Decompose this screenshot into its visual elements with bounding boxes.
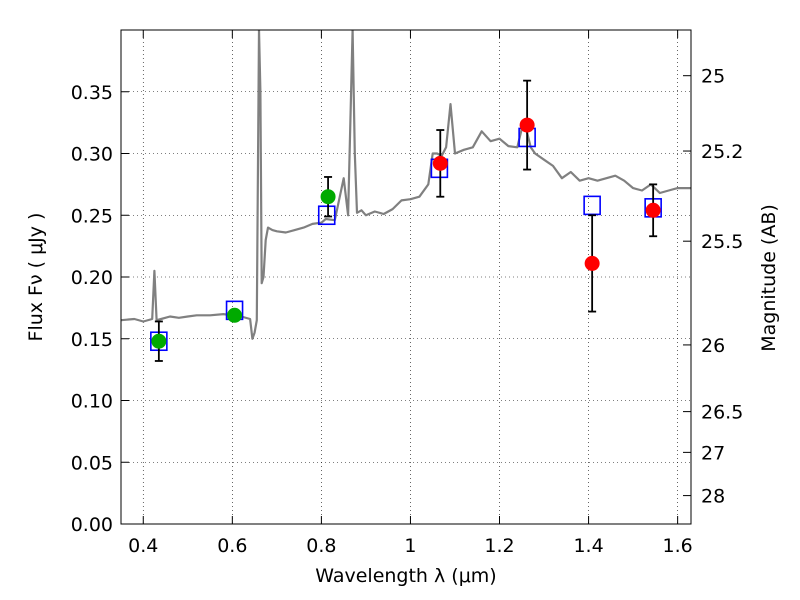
red-observed-point bbox=[584, 255, 600, 271]
y-tick-label: 0.30 bbox=[71, 144, 113, 166]
red-observed-point bbox=[645, 202, 661, 218]
magnitude-axis-label: Magnitude (AB) bbox=[758, 204, 780, 352]
y-tick-label: 0.10 bbox=[71, 391, 113, 413]
x-tick-label: 0.8 bbox=[306, 535, 336, 557]
y-tick-label: 0.20 bbox=[71, 267, 113, 289]
x-tick-label: 0.6 bbox=[217, 535, 247, 557]
x-tick-label: 1.2 bbox=[484, 535, 514, 557]
magnitude-axis-ticks: 25 25.2 25.5 26 26.5 27 28 bbox=[683, 66, 743, 508]
magnitude-tick-label: 25.2 bbox=[701, 141, 743, 163]
y-tick-label: 0.05 bbox=[71, 452, 113, 474]
green-observed-point bbox=[320, 189, 336, 205]
x-tick-label: 1.4 bbox=[573, 535, 603, 557]
green-observed-point bbox=[151, 333, 167, 349]
observed-points bbox=[151, 117, 661, 349]
x-tick-label: 1.6 bbox=[663, 535, 693, 557]
y-tick-label: 0.15 bbox=[71, 329, 113, 351]
x-tick-label: 1 bbox=[404, 535, 416, 557]
y-tick-label: 0.25 bbox=[71, 205, 113, 227]
magnitude-tick-label: 26 bbox=[701, 335, 725, 357]
red-observed-point bbox=[432, 155, 448, 171]
magnitude-tick-label: 28 bbox=[701, 486, 725, 508]
y-tick-label: 0.00 bbox=[71, 514, 113, 536]
x-axis-ticks: 0.4 0.6 0.8 1 1.2 1.4 1.6 bbox=[128, 30, 693, 557]
x-axis-label: Wavelength λ (μm) bbox=[315, 565, 496, 587]
x-tick-label: 0.4 bbox=[128, 535, 158, 557]
red-observed-point bbox=[519, 117, 535, 133]
model-point-square bbox=[317, 205, 336, 226]
magnitude-tick-label: 25.5 bbox=[701, 231, 743, 253]
magnitude-tick-label: 27 bbox=[701, 442, 725, 464]
magnitude-tick-label: 26.5 bbox=[701, 402, 743, 424]
y-axis-label: Flux Fν ( μJy ) bbox=[25, 213, 47, 342]
green-observed-point bbox=[227, 307, 243, 323]
y-axis-ticks: 0.00 0.05 0.10 0.15 0.20 0.25 0.30 0.35 bbox=[71, 82, 129, 536]
magnitude-tick-label: 25 bbox=[701, 66, 725, 88]
y-tick-label: 0.35 bbox=[71, 82, 113, 104]
